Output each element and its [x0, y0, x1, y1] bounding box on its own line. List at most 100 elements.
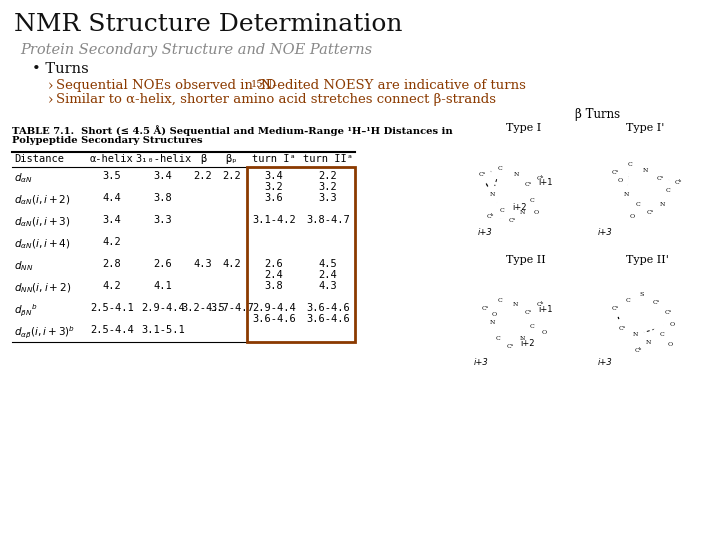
Text: C: C	[660, 332, 665, 336]
Text: NMR Structure Determination: NMR Structure Determination	[14, 13, 402, 36]
Text: Sequential NOEs observed in 3D: Sequential NOEs observed in 3D	[56, 79, 281, 92]
Text: Cᵃ: Cᵃ	[611, 170, 618, 174]
Text: C: C	[626, 298, 631, 302]
Text: 4.3: 4.3	[194, 259, 212, 269]
Text: 3.4: 3.4	[265, 171, 284, 181]
Text: $d_{NN}(i,i+2)$: $d_{NN}(i,i+2)$	[14, 281, 71, 295]
Text: i+1: i+1	[538, 178, 552, 187]
Text: Polypeptide Secondary Structures: Polypeptide Secondary Structures	[12, 136, 202, 145]
Text: $d_{\alpha N}(i,i+2)$: $d_{\alpha N}(i,i+2)$	[14, 193, 71, 207]
Circle shape	[641, 203, 659, 221]
Text: N: N	[642, 167, 648, 172]
Text: 3.1-5.1: 3.1-5.1	[141, 325, 185, 335]
Text: 2.2: 2.2	[222, 171, 241, 181]
Text: Cᵇ: Cᵇ	[487, 213, 494, 219]
Text: ›: ›	[48, 79, 53, 93]
Text: N: N	[513, 172, 518, 178]
Text: 4.4: 4.4	[103, 193, 122, 203]
Circle shape	[621, 156, 639, 174]
Text: Cᵇ: Cᵇ	[536, 176, 544, 180]
Text: β: β	[200, 154, 206, 164]
Circle shape	[653, 195, 671, 213]
Text: Type I': Type I'	[626, 123, 665, 133]
Text: Type II: Type II	[506, 255, 546, 265]
Text: 3.8: 3.8	[265, 281, 284, 291]
Text: O: O	[534, 210, 539, 214]
Text: i+2: i+2	[520, 339, 534, 348]
Text: 3.2: 3.2	[265, 182, 284, 192]
Text: N: N	[632, 333, 638, 338]
Text: 3₁₀-helix: 3₁₀-helix	[135, 154, 191, 164]
Text: 2.6: 2.6	[265, 259, 284, 269]
Text: C: C	[665, 187, 670, 192]
Text: $d_{\alpha N}(i,i+3)$: $d_{\alpha N}(i,i+3)$	[14, 215, 71, 228]
Text: $d_{\alpha N}$: $d_{\alpha N}$	[14, 171, 32, 185]
Text: Similar to α-helix, shorter amino acid stretches connect β-strands: Similar to α-helix, shorter amino acid s…	[56, 93, 496, 106]
Circle shape	[659, 303, 677, 321]
Text: Cᵇ: Cᵇ	[536, 302, 544, 307]
Circle shape	[531, 296, 549, 314]
Text: Cᵃ: Cᵃ	[524, 309, 531, 314]
Circle shape	[647, 293, 665, 311]
Text: i+3: i+3	[598, 228, 613, 237]
Text: $d_{\beta N}{}^b$: $d_{\beta N}{}^b$	[14, 303, 37, 319]
Text: Cᵃ: Cᵃ	[618, 326, 626, 330]
Circle shape	[535, 323, 553, 341]
Text: i+3: i+3	[474, 358, 489, 367]
Text: ›: ›	[48, 93, 58, 107]
Text: O: O	[629, 213, 634, 219]
Text: 2.4: 2.4	[265, 270, 284, 280]
Text: O: O	[492, 312, 497, 316]
Text: 3.3: 3.3	[153, 215, 172, 225]
Text: 2.8: 2.8	[103, 259, 122, 269]
Text: 4.2: 4.2	[222, 259, 241, 269]
Circle shape	[507, 166, 525, 184]
Circle shape	[519, 303, 537, 321]
Circle shape	[623, 207, 641, 225]
Text: 3.8: 3.8	[153, 193, 172, 203]
Circle shape	[523, 191, 541, 209]
Text: $d_{\alpha N}(i,i+4)$: $d_{\alpha N}(i,i+4)$	[14, 237, 71, 251]
Text: 3.6-4.6: 3.6-4.6	[252, 314, 296, 324]
Text: 3.2: 3.2	[319, 182, 338, 192]
Text: $d_{\alpha\beta}(i,i+3){}^b$: $d_{\alpha\beta}(i,i+3){}^b$	[14, 325, 75, 341]
Text: 2.2: 2.2	[319, 171, 338, 181]
Text: C: C	[530, 323, 534, 328]
Text: Cᵇ: Cᵇ	[634, 348, 642, 353]
Circle shape	[513, 329, 531, 347]
Text: Cᵃ: Cᵃ	[482, 306, 489, 310]
Circle shape	[651, 169, 669, 187]
Text: C: C	[530, 198, 534, 202]
Circle shape	[639, 333, 657, 351]
Text: C: C	[498, 298, 503, 302]
Text: Type I: Type I	[506, 123, 541, 133]
Circle shape	[653, 325, 671, 343]
Circle shape	[659, 181, 677, 199]
Circle shape	[481, 207, 499, 225]
Text: N: N	[645, 340, 651, 345]
Text: Distance: Distance	[14, 154, 64, 164]
Circle shape	[519, 176, 537, 194]
Text: turn Iᵃ: turn Iᵃ	[252, 154, 296, 164]
Circle shape	[483, 186, 501, 204]
Text: S: S	[640, 293, 644, 298]
Circle shape	[606, 163, 624, 181]
Text: 15: 15	[251, 80, 264, 89]
Text: 2.9-4.4: 2.9-4.4	[141, 303, 185, 313]
Circle shape	[493, 201, 511, 219]
Text: Cᵃ: Cᵃ	[611, 306, 618, 310]
Circle shape	[663, 315, 681, 333]
Text: 2.5-4.1: 2.5-4.1	[90, 303, 134, 313]
Text: Type II': Type II'	[626, 255, 669, 265]
Circle shape	[626, 326, 644, 344]
Text: 2.5-4.4: 2.5-4.4	[90, 325, 134, 335]
Text: i+3: i+3	[478, 228, 492, 237]
Text: 4.2: 4.2	[103, 281, 122, 291]
Text: N: N	[624, 192, 629, 198]
Text: N-edited NOESY are indicative of turns: N-edited NOESY are indicative of turns	[261, 79, 526, 92]
Text: 3.4: 3.4	[153, 171, 172, 181]
Text: C: C	[628, 163, 632, 167]
Text: C: C	[500, 207, 505, 213]
Circle shape	[606, 299, 624, 317]
Text: $d_{NN}$: $d_{NN}$	[14, 259, 33, 273]
